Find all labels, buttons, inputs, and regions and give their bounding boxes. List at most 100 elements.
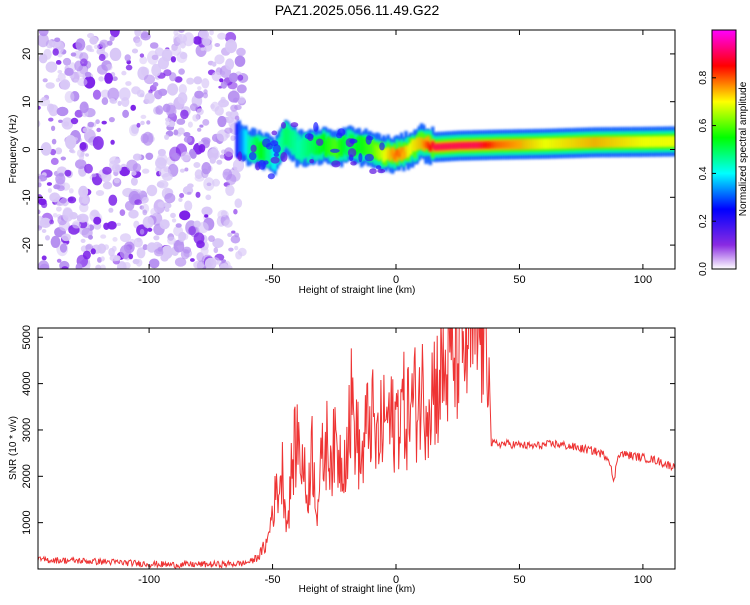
ridge-cell <box>466 142 470 149</box>
noise-speckle <box>128 253 134 260</box>
noise-speckle <box>140 114 147 119</box>
noise-speckle <box>62 208 74 222</box>
ridge-cell <box>291 131 295 149</box>
noise-speckle <box>193 162 201 168</box>
ridge-blob <box>280 152 288 162</box>
y-tick-label: 3000 <box>21 418 33 442</box>
noise-speckle <box>183 132 191 137</box>
noise-speckle <box>140 133 149 144</box>
ridge-cell <box>548 138 552 149</box>
noise-speckle <box>111 245 117 252</box>
noise-speckle <box>142 209 148 216</box>
noise-speckle <box>120 233 131 243</box>
ridge-cell <box>553 138 557 149</box>
noise-speckle <box>108 207 114 213</box>
noise-speckle <box>117 100 122 106</box>
ridge-cell <box>526 139 530 149</box>
ridge-cell <box>671 136 675 147</box>
ridge-cell <box>602 137 606 148</box>
noise-speckle <box>132 258 140 265</box>
noise-speckle <box>61 266 69 269</box>
noise-speckle <box>134 30 142 37</box>
noise-speckle <box>198 144 206 153</box>
ridge-cell <box>240 130 244 156</box>
noise-speckle <box>144 92 155 104</box>
ridge-cell <box>293 135 297 153</box>
noise-speckle <box>136 122 141 128</box>
noise-speckle <box>122 109 129 118</box>
snr-frame <box>37 327 676 570</box>
ridge-cell <box>528 139 532 149</box>
noise-speckle <box>95 264 102 269</box>
noise-speckle <box>54 37 61 43</box>
noise-speckle <box>89 36 98 45</box>
ridge-cell <box>446 143 450 150</box>
ridge-cell <box>300 141 304 159</box>
noise-speckle <box>193 76 203 85</box>
ridge-cell <box>579 137 584 148</box>
ridge-cell <box>362 137 366 155</box>
noise-speckle <box>98 76 104 82</box>
noise-speckle <box>164 193 176 204</box>
ridge-cell <box>564 138 568 149</box>
noise-speckle <box>114 158 121 164</box>
noise-speckle <box>82 127 90 133</box>
noise-speckle <box>194 90 204 99</box>
noise-speckle <box>119 166 130 177</box>
ridge-cell <box>571 138 575 148</box>
noise-speckle <box>110 139 115 145</box>
noise-speckle <box>227 265 233 269</box>
ridge-cell <box>235 122 239 158</box>
ridge-cell <box>524 139 528 150</box>
ridge-cell <box>522 139 526 150</box>
ridge-cell <box>624 137 628 147</box>
noise-speckle <box>42 78 48 83</box>
noise-speckle <box>188 226 196 236</box>
ridge-cell <box>588 137 592 148</box>
noise-speckle <box>104 72 113 84</box>
noise-speckle <box>124 54 131 62</box>
ridge-cell <box>324 139 328 157</box>
noise-speckle <box>50 157 59 165</box>
ridge-blob <box>248 151 257 161</box>
noise-speckle <box>227 90 240 103</box>
noise-speckle <box>100 256 105 262</box>
noise-speckle <box>56 206 62 212</box>
noise-speckle <box>109 47 122 62</box>
y-tick-label: 2000 <box>21 464 33 488</box>
noise-speckle <box>61 117 74 130</box>
noise-speckle <box>60 156 66 161</box>
spectrogram-ylabel: Frequency (Hz) <box>8 115 19 184</box>
noise-speckle <box>234 55 246 67</box>
noise-speckle <box>119 209 126 217</box>
noise-speckle <box>142 168 150 174</box>
noise-speckle <box>113 255 121 261</box>
noise-speckle <box>148 258 160 269</box>
ridge-cell <box>655 136 659 147</box>
y-tick-label: 10 <box>21 96 33 108</box>
ridge-cell <box>653 136 657 147</box>
ridge-cell <box>413 139 417 151</box>
noise-speckle <box>200 47 205 51</box>
ridge-cell <box>266 146 270 164</box>
noise-speckle <box>194 169 203 180</box>
noise-speckle <box>204 257 217 269</box>
noise-speckle <box>141 67 150 77</box>
noise-speckle <box>75 159 87 170</box>
ridge-cell <box>260 141 264 159</box>
colorbar-tick-label: 0.2 <box>698 214 709 228</box>
noise-speckle <box>95 119 100 125</box>
spectrogram-noise-region <box>38 30 249 269</box>
ridge-cell <box>615 137 619 147</box>
ridge-blob <box>262 138 271 148</box>
noise-speckle <box>52 48 59 56</box>
noise-speckle <box>189 103 198 112</box>
noise-speckle <box>176 118 186 125</box>
ridge-cell <box>668 136 672 147</box>
noise-speckle <box>55 173 66 185</box>
noise-speckle <box>126 159 138 172</box>
ridge-blob <box>364 153 374 162</box>
colorbar-tick-label: 0.8 <box>698 70 709 84</box>
spectrogram-ridge <box>235 120 675 180</box>
noise-speckle <box>144 74 155 85</box>
